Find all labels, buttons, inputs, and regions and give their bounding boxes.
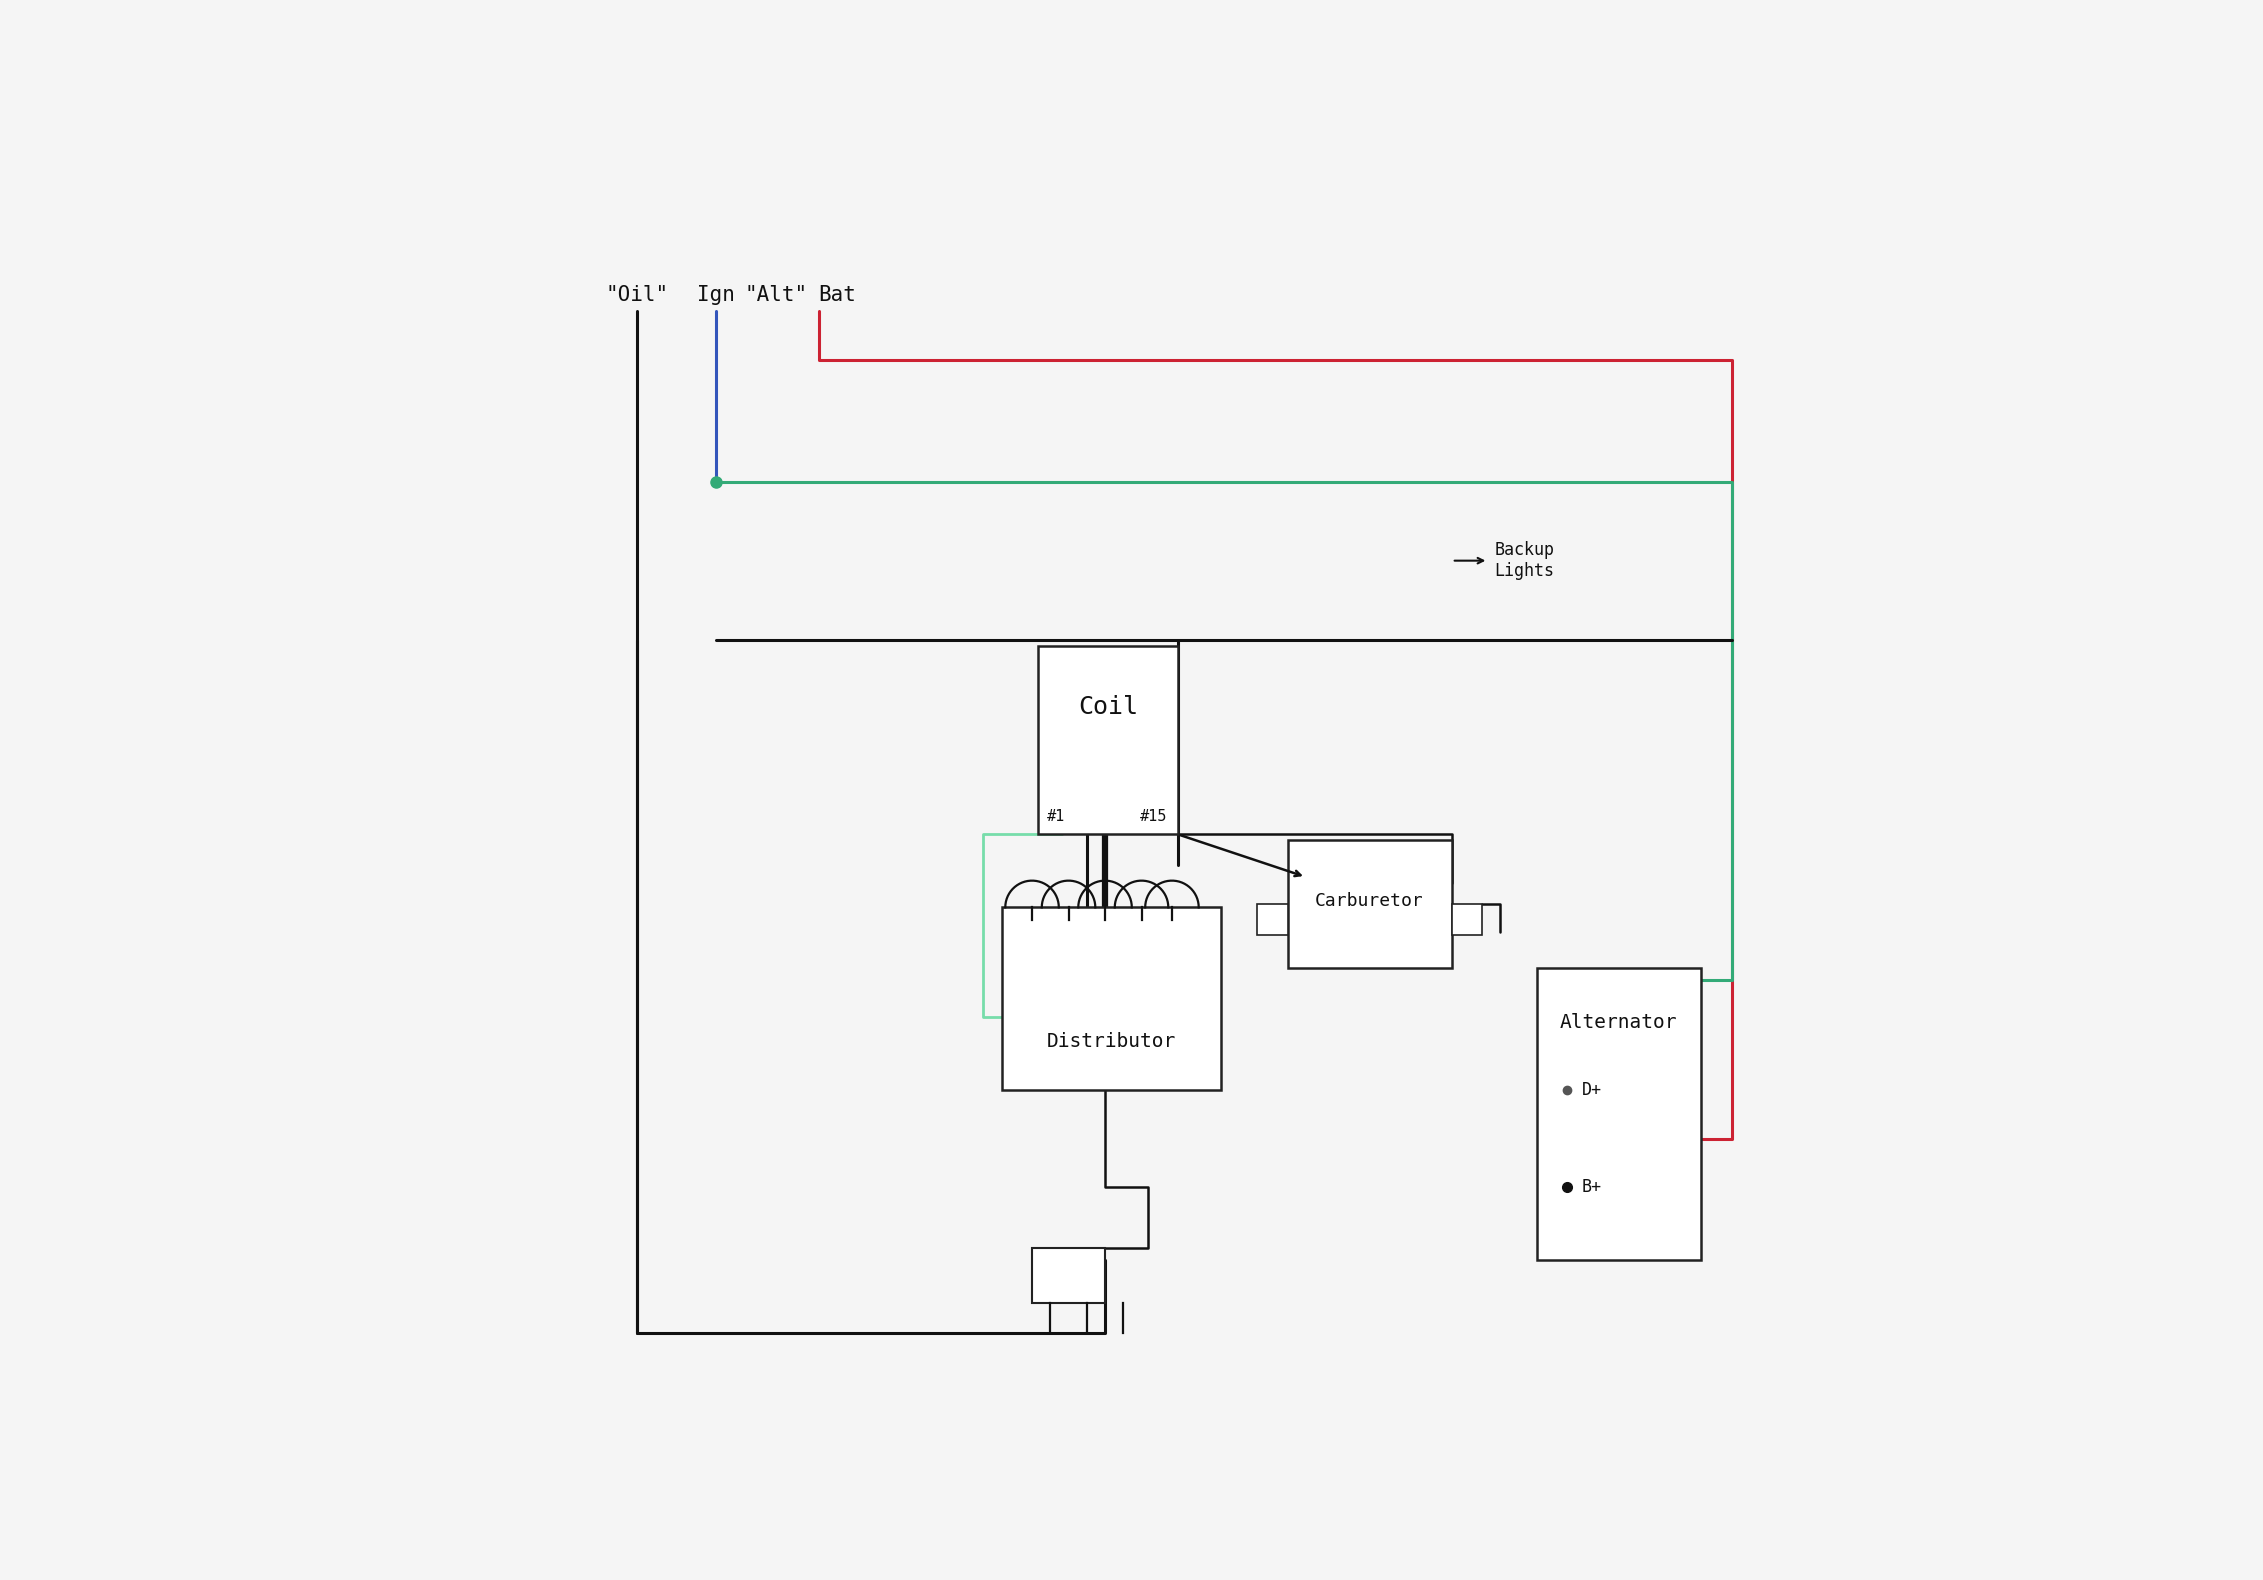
FancyBboxPatch shape bbox=[1032, 1248, 1104, 1304]
Text: #15: #15 bbox=[1141, 809, 1168, 823]
FancyBboxPatch shape bbox=[1039, 646, 1179, 834]
FancyBboxPatch shape bbox=[1003, 907, 1220, 1090]
Text: Ign: Ign bbox=[697, 284, 735, 305]
Text: "Oil": "Oil" bbox=[604, 284, 668, 305]
Text: D+: D+ bbox=[1582, 1081, 1602, 1098]
Text: Bat: Bat bbox=[819, 284, 855, 305]
Text: Alternator: Alternator bbox=[1559, 1013, 1677, 1032]
Text: Carburetor: Carburetor bbox=[1315, 893, 1423, 910]
Text: Coil: Coil bbox=[1079, 695, 1138, 719]
FancyBboxPatch shape bbox=[1537, 969, 1702, 1261]
Text: #1: #1 bbox=[1048, 809, 1066, 823]
Text: Distributor: Distributor bbox=[1046, 1032, 1177, 1051]
FancyBboxPatch shape bbox=[1453, 904, 1482, 935]
FancyBboxPatch shape bbox=[1258, 904, 1288, 935]
Text: B+: B+ bbox=[1582, 1179, 1602, 1196]
Text: Backup
Lights: Backup Lights bbox=[1494, 542, 1555, 580]
Text: "Alt": "Alt" bbox=[745, 284, 808, 305]
FancyBboxPatch shape bbox=[1288, 841, 1453, 969]
